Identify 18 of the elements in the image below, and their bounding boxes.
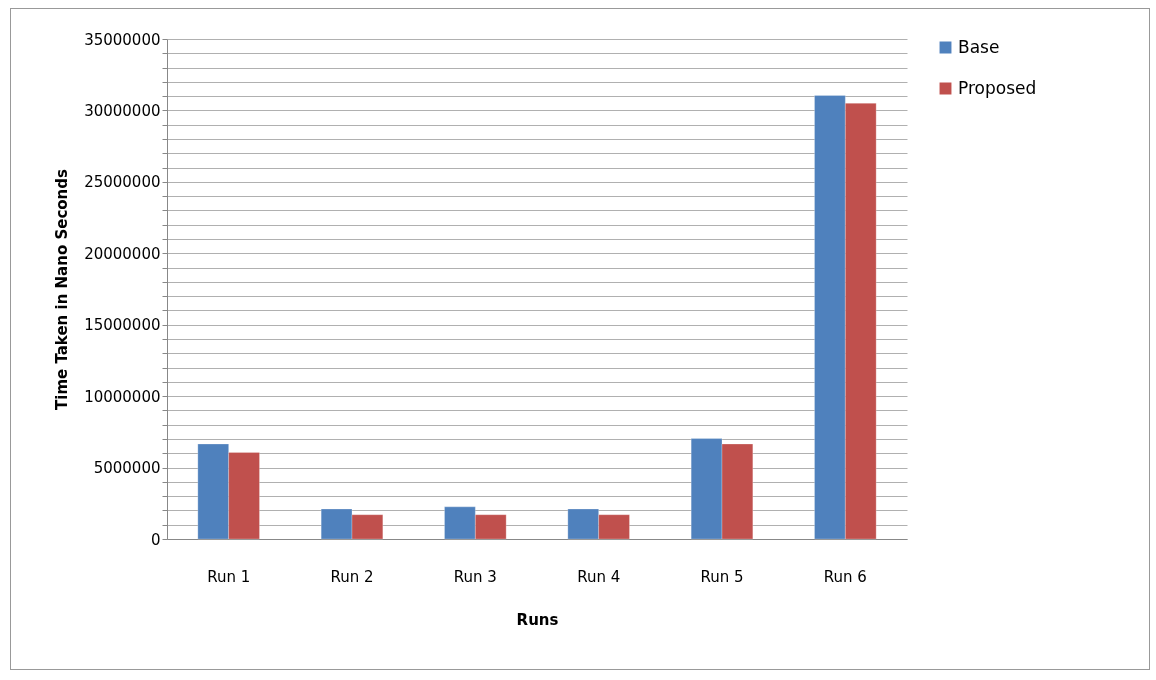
y-tick-label: 25000000	[84, 173, 161, 192]
x-tick-label: Run 6	[823, 567, 867, 586]
y-tick-label: 20000000	[84, 244, 161, 263]
y-tick-label: 30000000	[84, 101, 161, 120]
y-tick-label: 0	[150, 530, 161, 549]
x-tick-label: Run 1	[207, 567, 251, 586]
y-tick-label: 15000000	[84, 316, 161, 335]
x-tick-label: Run 3	[453, 567, 497, 586]
legend-label: Base	[958, 36, 1000, 57]
x-tick-label: Run 5	[700, 567, 744, 586]
y-tick-label: 35000000	[84, 30, 161, 49]
y-tick-label: 10000000	[84, 387, 161, 406]
x-tick-label: Run 4	[577, 567, 621, 586]
legend-label: Proposed	[958, 77, 1037, 98]
y-axis-title: Time Taken in Nano Seconds	[53, 168, 72, 410]
y-tick-label: 5000000	[93, 459, 161, 478]
x-axis-title: Runs	[516, 610, 559, 629]
x-tick-label: Run 2	[330, 567, 374, 586]
